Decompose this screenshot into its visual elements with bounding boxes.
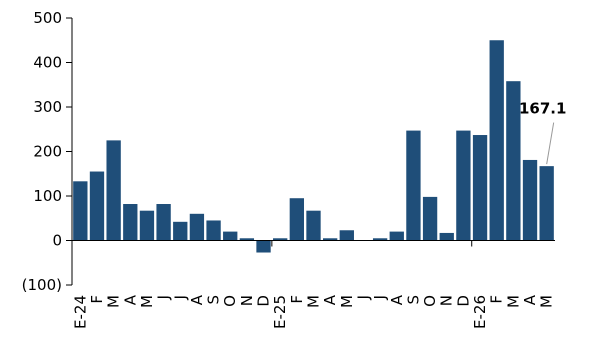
bar	[522, 159, 538, 241]
x-tick-label: M	[138, 295, 156, 308]
bar	[539, 166, 554, 241]
bar	[239, 238, 255, 241]
bar	[206, 220, 221, 241]
y-tick-label: 500	[33, 9, 62, 27]
x-tick-label: M	[105, 295, 123, 308]
x-tick-label: F	[88, 295, 106, 304]
x-tick-label: E-26	[471, 295, 489, 329]
x-tick-label: D	[255, 295, 273, 307]
bar	[273, 238, 288, 241]
x-tick-label: S	[205, 295, 223, 305]
x-tick-label: A	[121, 294, 139, 305]
bar	[89, 171, 105, 241]
bar	[289, 198, 304, 241]
x-tick-label: J	[371, 295, 389, 300]
x-tick-label: A	[521, 294, 539, 305]
x-tick-label: M	[338, 295, 356, 308]
x-tick-label: M	[504, 295, 522, 308]
x-tick-label: N	[238, 295, 256, 306]
bar	[189, 213, 205, 241]
x-tick-label: M	[305, 295, 323, 308]
bar	[306, 210, 321, 241]
x-tick-label: S	[404, 295, 422, 305]
x-tick-label: E-25	[271, 295, 289, 329]
bar	[439, 232, 454, 241]
x-tick-label: A	[188, 294, 206, 305]
x-tick-label: F	[488, 295, 506, 304]
bar	[472, 135, 488, 241]
x-tick-label: E-24	[71, 295, 89, 329]
bar	[489, 40, 504, 241]
bar	[139, 210, 155, 241]
x-tick-label: J	[354, 295, 372, 300]
bar	[406, 130, 421, 241]
bar	[156, 204, 171, 241]
bar	[106, 140, 121, 241]
bar	[456, 130, 471, 241]
bar	[422, 196, 438, 241]
bars	[73, 40, 554, 253]
bar	[123, 204, 138, 241]
x-tick-label: J	[171, 295, 189, 300]
bar	[322, 238, 338, 241]
x-tick-label: F	[288, 295, 306, 304]
bar	[339, 230, 354, 241]
bar	[506, 81, 521, 241]
x-tick-label: N	[438, 295, 456, 306]
y-tick-label: 200	[33, 143, 62, 161]
y-tick-label: 400	[33, 54, 62, 72]
bar	[372, 238, 388, 241]
x-tick-label: A	[321, 294, 339, 305]
x-tick-label: M	[538, 295, 556, 308]
x-tick-label: O	[421, 295, 439, 307]
bar	[256, 240, 271, 253]
x-tick-label: J	[155, 295, 173, 300]
bar	[389, 231, 404, 241]
bar	[73, 181, 88, 241]
y-axis: (100) 0 100 200 300 400 500	[22, 9, 73, 294]
x-tick-label: A	[388, 294, 406, 305]
annotation: 167.1	[519, 100, 566, 165]
bar	[173, 221, 188, 241]
x-tick-label: O	[221, 295, 239, 307]
x-tick-label: D	[454, 295, 472, 307]
y-tick-label: 300	[33, 98, 62, 116]
y-tick-label: 100	[33, 187, 62, 205]
x-axis-ticks	[271, 240, 473, 247]
y-tick-label: 0	[52, 232, 62, 250]
bar	[223, 231, 238, 241]
annotation-label: 167.1	[519, 100, 566, 118]
y-tick-label: (100)	[22, 276, 62, 294]
annotation-leader	[546, 122, 555, 165]
